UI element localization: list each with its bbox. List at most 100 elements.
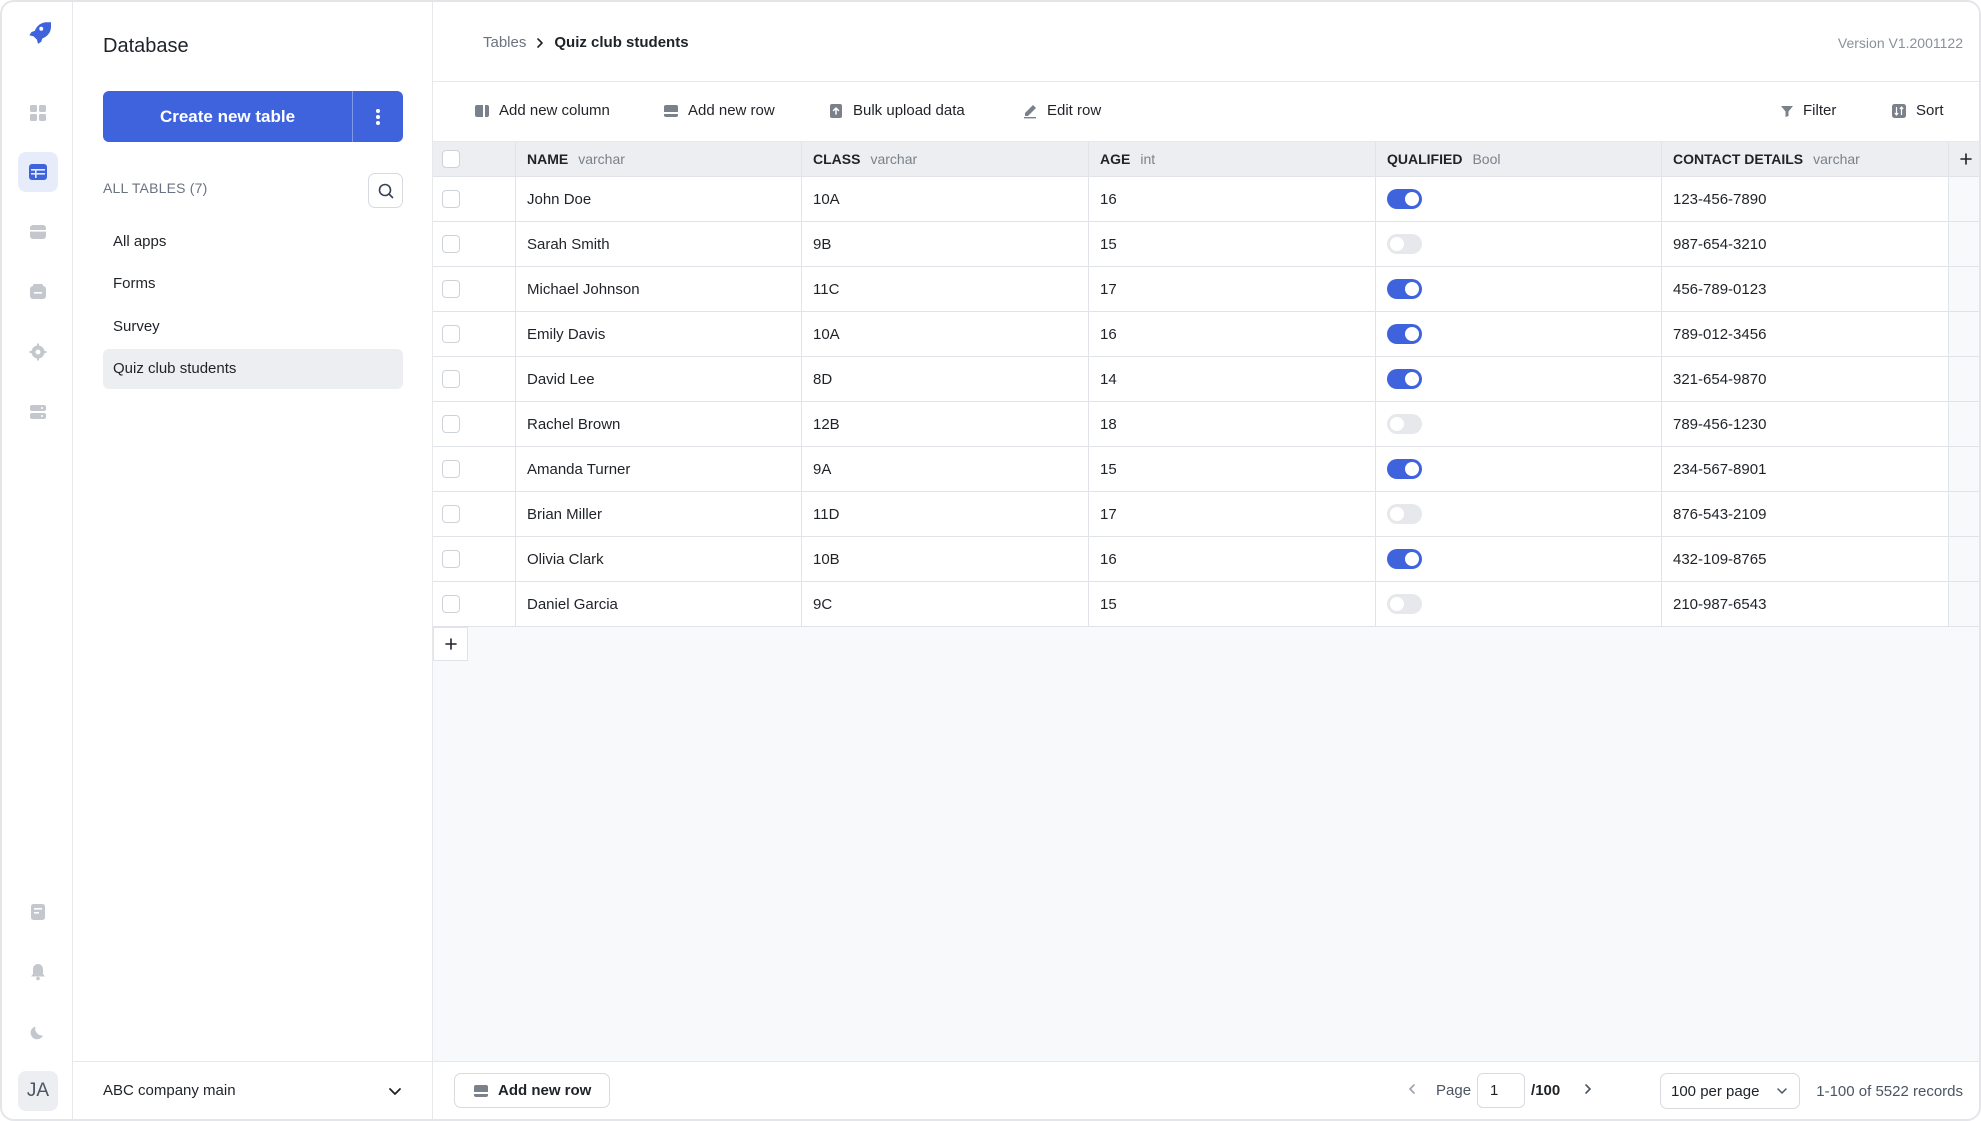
qualified-toggle[interactable] bbox=[1387, 459, 1422, 479]
cell-class[interactable]: 9A bbox=[802, 447, 1089, 492]
filter-button[interactable]: Filter bbox=[1780, 102, 1836, 119]
cell-contact-details[interactable]: 876-543-2109 bbox=[1662, 492, 1949, 537]
cell-name[interactable]: Brian Miller bbox=[516, 492, 802, 537]
cell-age[interactable]: 15 bbox=[1089, 582, 1376, 627]
settings-icon[interactable] bbox=[18, 332, 58, 372]
table-row[interactable]: Sarah Smith 9B 15 987-654-3210 bbox=[433, 222, 1979, 267]
column-header-qualified[interactable]: QUALIFIED Bool bbox=[1376, 142, 1662, 177]
notification-icon[interactable] bbox=[18, 952, 58, 992]
table-row[interactable]: Olivia Clark 10B 16 432-109-8765 bbox=[433, 537, 1979, 582]
cell-name[interactable]: Michael Johnson bbox=[516, 267, 802, 312]
sort-button[interactable]: Sort bbox=[1891, 102, 1944, 119]
cell-name[interactable]: John Doe bbox=[516, 177, 802, 222]
row-checkbox[interactable] bbox=[442, 595, 460, 613]
breadcrumb-tables[interactable]: Tables bbox=[483, 34, 527, 51]
cell-age[interactable]: 17 bbox=[1089, 267, 1376, 312]
cell-contact-details[interactable]: 210-987-6543 bbox=[1662, 582, 1949, 627]
docs-icon[interactable] bbox=[18, 892, 58, 932]
cell-age[interactable]: 15 bbox=[1089, 447, 1376, 492]
qualified-toggle[interactable] bbox=[1387, 234, 1422, 254]
qualified-toggle[interactable] bbox=[1387, 189, 1422, 209]
column-header-age[interactable]: AGE int bbox=[1089, 142, 1376, 177]
cell-class[interactable]: 10B bbox=[802, 537, 1089, 582]
row-checkbox[interactable] bbox=[442, 505, 460, 523]
cell-name[interactable]: Emily Davis bbox=[516, 312, 802, 357]
row-checkbox[interactable] bbox=[442, 190, 460, 208]
cell-contact-details[interactable]: 234-567-8901 bbox=[1662, 447, 1949, 492]
add-new-column-button[interactable]: Add new column bbox=[474, 102, 610, 119]
add-new-row-toolbar-button[interactable]: Add new row bbox=[663, 102, 775, 119]
cell-class[interactable]: 9C bbox=[802, 582, 1089, 627]
add-new-row-button[interactable]: Add new row bbox=[454, 1073, 611, 1108]
add-row-plus-button[interactable] bbox=[433, 627, 468, 661]
apps-grid-icon[interactable] bbox=[18, 93, 58, 133]
qualified-toggle[interactable] bbox=[1387, 324, 1422, 344]
cell-class[interactable]: 10A bbox=[802, 312, 1089, 357]
select-all-checkbox[interactable] bbox=[442, 150, 460, 168]
cell-contact-details[interactable]: 789-012-3456 bbox=[1662, 312, 1949, 357]
sidebar-table-item[interactable]: Quiz club students bbox=[103, 348, 403, 389]
table-row[interactable]: Rachel Brown 12B 18 789-456-1230 bbox=[433, 402, 1979, 447]
qualified-toggle[interactable] bbox=[1387, 594, 1422, 614]
sidebar-table-item[interactable]: All apps bbox=[113, 232, 167, 250]
column-header-name[interactable]: NAME varchar bbox=[516, 142, 802, 177]
cell-age[interactable]: 16 bbox=[1089, 177, 1376, 222]
column-header-class[interactable]: CLASS varchar bbox=[802, 142, 1089, 177]
per-page-select[interactable]: 100 per page bbox=[1660, 1073, 1800, 1109]
table-row[interactable]: Emily Davis 10A 16 789-012-3456 bbox=[433, 312, 1979, 357]
cell-name[interactable]: David Lee bbox=[516, 357, 802, 402]
qualified-toggle[interactable] bbox=[1387, 504, 1422, 524]
cell-class[interactable]: 11C bbox=[802, 267, 1089, 312]
prev-page-button[interactable] bbox=[1406, 1082, 1418, 1100]
sidebar-table-item[interactable]: Survey bbox=[113, 317, 160, 335]
more-options-button[interactable] bbox=[352, 91, 403, 142]
cell-contact-details[interactable]: 456-789-0123 bbox=[1662, 267, 1949, 312]
table-row[interactable]: Daniel Garcia 9C 15 210-987-6543 bbox=[433, 582, 1979, 627]
table-row[interactable]: Amanda Turner 9A 15 234-567-8901 bbox=[433, 447, 1979, 492]
cell-age[interactable]: 16 bbox=[1089, 537, 1376, 582]
dark-mode-icon[interactable] bbox=[18, 1012, 58, 1052]
cell-class[interactable]: 11D bbox=[802, 492, 1089, 537]
cell-age[interactable]: 17 bbox=[1089, 492, 1376, 537]
cell-age[interactable]: 16 bbox=[1089, 312, 1376, 357]
search-tables-button[interactable] bbox=[368, 173, 403, 208]
cell-name[interactable]: Sarah Smith bbox=[516, 222, 802, 267]
avatar[interactable]: JA bbox=[18, 1071, 58, 1111]
sidebar-table-item[interactable]: Forms bbox=[113, 275, 156, 292]
table-row[interactable]: John Doe 10A 16 123-456-7890 bbox=[433, 177, 1979, 222]
bulk-upload-button[interactable]: Bulk upload data bbox=[828, 102, 965, 119]
logo-icon[interactable] bbox=[18, 12, 58, 52]
data-source-icon[interactable] bbox=[18, 212, 58, 252]
next-page-button[interactable] bbox=[1582, 1082, 1594, 1100]
qualified-toggle[interactable] bbox=[1387, 549, 1422, 569]
cell-class[interactable]: 10A bbox=[802, 177, 1089, 222]
row-checkbox[interactable] bbox=[442, 460, 460, 478]
row-checkbox[interactable] bbox=[442, 235, 460, 253]
cell-age[interactable]: 14 bbox=[1089, 357, 1376, 402]
edit-row-button[interactable]: Edit row bbox=[1022, 102, 1101, 119]
create-new-table-button[interactable]: Create new table bbox=[159, 106, 296, 126]
row-checkbox[interactable] bbox=[442, 415, 460, 433]
row-checkbox[interactable] bbox=[442, 550, 460, 568]
cell-name[interactable]: Daniel Garcia bbox=[516, 582, 802, 627]
cell-name[interactable]: Rachel Brown bbox=[516, 402, 802, 447]
qualified-toggle[interactable] bbox=[1387, 279, 1422, 299]
page-number-input[interactable] bbox=[1477, 1073, 1526, 1108]
row-checkbox[interactable] bbox=[442, 280, 460, 298]
cell-contact-details[interactable]: 789-456-1230 bbox=[1662, 402, 1949, 447]
table-row[interactable]: Brian Miller 11D 17 876-543-2109 bbox=[433, 492, 1979, 537]
cell-contact-details[interactable]: 123-456-7890 bbox=[1662, 177, 1949, 222]
cell-contact-details[interactable]: 432-109-8765 bbox=[1662, 537, 1949, 582]
workspace-switcher[interactable]: ABC company main bbox=[73, 1061, 433, 1119]
table-row[interactable]: David Lee 8D 14 321-654-9870 bbox=[433, 357, 1979, 402]
qualified-toggle[interactable] bbox=[1387, 369, 1422, 389]
row-checkbox[interactable] bbox=[442, 370, 460, 388]
cell-class[interactable]: 8D bbox=[802, 357, 1089, 402]
qualified-toggle[interactable] bbox=[1387, 414, 1422, 434]
row-checkbox[interactable] bbox=[442, 325, 460, 343]
workflow-icon[interactable] bbox=[18, 272, 58, 312]
cell-contact-details[interactable]: 321-654-9870 bbox=[1662, 357, 1949, 402]
cell-contact-details[interactable]: 987-654-3210 bbox=[1662, 222, 1949, 267]
cell-name[interactable]: Amanda Turner bbox=[516, 447, 802, 492]
cell-age[interactable]: 18 bbox=[1089, 402, 1376, 447]
